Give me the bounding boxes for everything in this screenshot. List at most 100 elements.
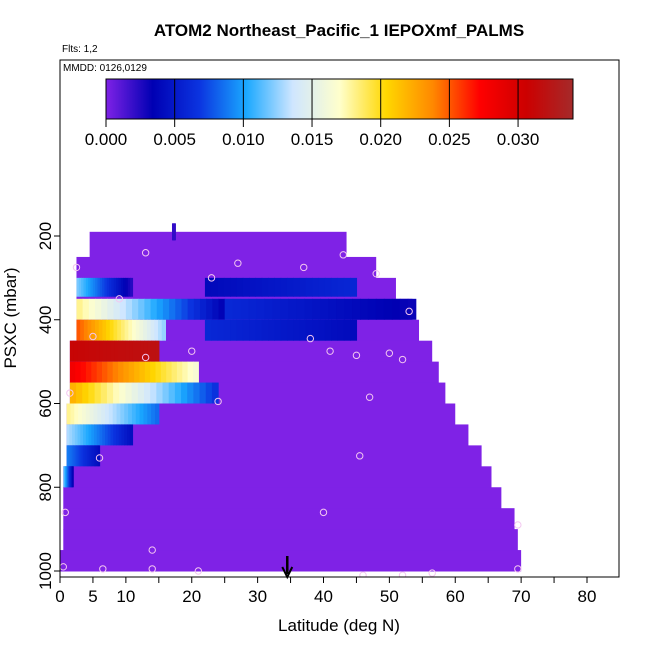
heatmap-cell: [161, 319, 166, 341]
x-tick-label: 5: [88, 587, 97, 606]
heatmap-cell: [143, 382, 151, 404]
heatmap-cell: [123, 361, 130, 383]
heatmap-cell: [106, 340, 112, 362]
heatmap-cell: [82, 298, 90, 320]
x-tick-label: 80: [578, 587, 597, 606]
heatmap-cell: [318, 319, 326, 341]
heatmap-cell: [99, 424, 103, 446]
heatmap-cell: [187, 361, 194, 383]
heatmap-cell: [293, 319, 301, 341]
heatmap-cell: [78, 403, 83, 425]
heatmap-cell: [143, 340, 149, 362]
heatmap-cell: [91, 445, 94, 467]
heatmap-cell: [94, 382, 102, 404]
heatmap-cell: [69, 424, 73, 446]
heatmap-cell: [162, 382, 170, 404]
heatmap-cell: [101, 361, 108, 383]
y-tick-label: 400: [36, 306, 55, 334]
heatmap-cell: [69, 340, 75, 362]
y-axis: 200 400 600 800 1000: [36, 222, 61, 590]
heatmap-cell: [181, 298, 189, 320]
heatmap-cell: [129, 340, 134, 362]
sample-points: [60, 249, 522, 577]
heatmap-cell: [96, 445, 99, 467]
colorbar: 0.000 0.005 0.010 0.015 0.020 0.025 0.030: [85, 78, 574, 149]
sample-point: [372, 269, 380, 278]
heatmap-cell: [230, 277, 238, 297]
heatmap-cell: [95, 340, 101, 362]
sample-point: [428, 569, 436, 577]
sample-point: [398, 571, 407, 577]
heatmap-cell: [110, 340, 115, 362]
heatmap-cell: [223, 319, 231, 341]
heatmap-cell: [123, 277, 127, 297]
sample-point: [141, 249, 150, 257]
heatmap-cell: [256, 298, 266, 320]
sample-point: [306, 334, 315, 343]
heatmap-cell: [90, 277, 94, 297]
heatmap-cell: [80, 340, 86, 362]
heatmap-cell: [139, 403, 145, 425]
heatmap-cell: [240, 298, 250, 320]
heatmap-cell: [211, 319, 219, 341]
heatmap-cell: [113, 424, 117, 446]
heatmap-cell: [66, 403, 72, 425]
sample-point: [115, 295, 123, 303]
heatmap-cell: [305, 277, 313, 297]
heatmap-cell: [168, 382, 176, 404]
heatmap-cell: [94, 298, 102, 320]
heatmap-cell: [112, 403, 118, 425]
sample-point: [514, 565, 522, 573]
heatmap-cell: [230, 319, 238, 341]
heatmap-cell: [217, 277, 225, 297]
heatmap-cell: [249, 319, 257, 341]
heatmap-cell: [132, 340, 138, 362]
heatmap-cell: [166, 361, 173, 383]
heatmap-cell: [76, 445, 79, 467]
heatmap-cell: [85, 424, 90, 446]
heatmap-cell: [136, 340, 141, 362]
sample-point: [99, 565, 107, 573]
heatmap-cell: [139, 361, 146, 383]
heatmap-cell: [119, 298, 127, 320]
heatmap-cell: [193, 382, 201, 404]
heatmap-cell: [124, 319, 129, 341]
sample-point: [385, 349, 394, 357]
heatmap-cell: [150, 361, 157, 383]
heatmap-cell: [82, 382, 90, 404]
sample-point: [207, 274, 216, 282]
heatmap-cell: [66, 424, 469, 446]
heatmap-cell: [199, 298, 207, 320]
y-tick-label: 800: [36, 473, 55, 501]
heatmap-cell: [89, 403, 95, 425]
x-axis: 0 5 10 20 30 40 50 60 70 80: [55, 576, 619, 606]
sample-point: [72, 263, 81, 272]
heatmap-cell: [120, 277, 124, 297]
heatmap-cell: [83, 445, 86, 467]
heatmap-cell: [73, 340, 78, 362]
heatmap-cell: [78, 277, 82, 297]
heatmap-cell: [255, 277, 263, 297]
x-axis-label: Latitude (deg N): [278, 616, 400, 635]
sample-point: [214, 397, 222, 406]
x-tick-label: 50: [380, 587, 399, 606]
heatmap-cell: [125, 298, 133, 320]
heatmap-cell: [126, 424, 131, 446]
heatmap-cell: [286, 277, 294, 297]
heatmap-cell: [130, 277, 134, 297]
heatmap-cell: [305, 319, 313, 341]
heatmap-cell: [113, 277, 117, 297]
heatmap-cell: [88, 445, 91, 467]
x-tick-label: 0: [55, 587, 64, 606]
heatmap-cell: [102, 277, 106, 297]
heatmap-cell: [66, 424, 70, 446]
heatmap-cell: [83, 319, 89, 341]
heatmap-cell: [232, 298, 242, 320]
heatmap-cell: [103, 340, 108, 362]
heatmap-cell: [211, 382, 219, 404]
heatmap-cell: [69, 340, 433, 363]
heatmap-cell: [140, 340, 145, 362]
date-note: MMDD: 0126,0129: [63, 63, 147, 74]
heatmap-cell: [113, 298, 121, 320]
